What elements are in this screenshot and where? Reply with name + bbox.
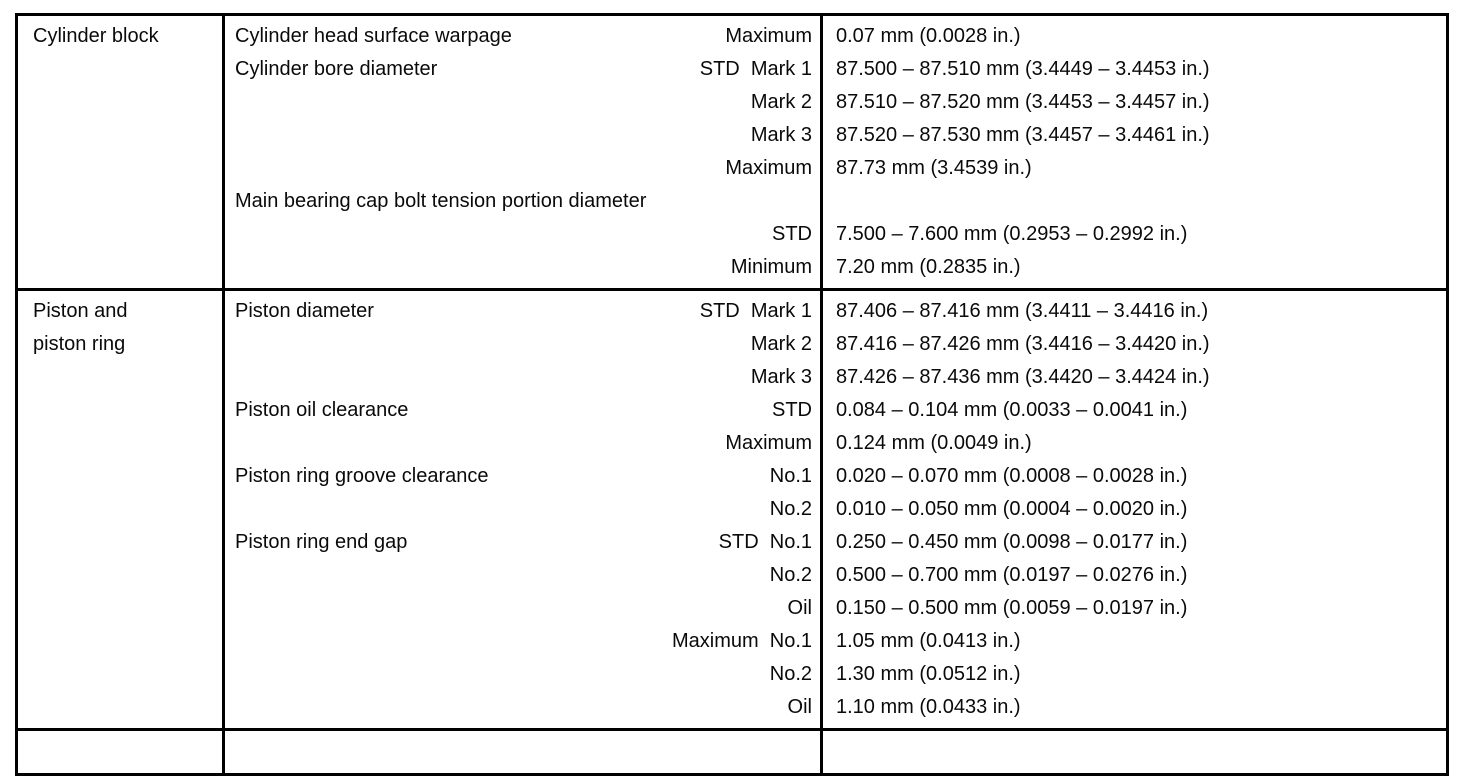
spec-value: 0.084 – 0.104 mm (0.0033 – 0.0041 in.) bbox=[836, 399, 1188, 421]
component-cell: Piston and piston ring bbox=[18, 291, 222, 728]
table-section-cylinder-block: Cylinder block Cylinder head surface war… bbox=[18, 16, 1446, 291]
spec-cell: Cylinder head surface warpage Maximum Cy… bbox=[222, 16, 820, 288]
spec-label: Piston oil clearance bbox=[235, 399, 409, 421]
spec-qualifier: STD bbox=[772, 399, 812, 421]
engine-specifications-table: Cylinder block Cylinder head surface war… bbox=[15, 13, 1449, 776]
component-cell: Cylinder block bbox=[18, 16, 222, 288]
spec-qualifier: No.1 bbox=[769, 465, 812, 487]
spec-qualifier: No.2 bbox=[769, 498, 812, 520]
spec-qualifier: Mark 2 bbox=[750, 91, 812, 113]
spec-value: 87.416 – 87.426 mm (3.4416 – 3.4420 in.) bbox=[836, 333, 1210, 355]
spec-value: 1.10 mm (0.0433 in.) bbox=[836, 696, 1021, 718]
spec-row: Oil bbox=[235, 691, 812, 724]
spec-value: 87.73 mm (3.4539 in.) bbox=[836, 157, 1032, 179]
spec-qualifier: No.2 bbox=[769, 564, 812, 586]
spec-value: 7.500 – 7.600 mm (0.2953 – 0.2992 in.) bbox=[836, 223, 1188, 245]
spec-value: 0.250 – 0.450 mm (0.0098 – 0.0177 in.) bbox=[836, 531, 1188, 553]
spec-label: Piston ring end gap bbox=[235, 531, 408, 553]
value-cell: 0.07 mm (0.0028 in.) 87.500 – 87.510 mm … bbox=[820, 16, 1446, 288]
spec-value: 0.124 mm (0.0049 in.) bbox=[836, 432, 1032, 454]
spec-value bbox=[836, 185, 1438, 218]
spec-qualifier: STD Mark 1 bbox=[699, 300, 812, 322]
spec-value: 87.510 – 87.520 mm (3.4453 – 3.4457 in.) bbox=[836, 91, 1210, 113]
spec-qualifier: Mark 3 bbox=[750, 124, 812, 146]
spec-label: Piston diameter bbox=[235, 300, 374, 322]
spec-value: 87.426 – 87.436 mm (3.4420 – 3.4424 in.) bbox=[836, 366, 1210, 388]
spec-qualifier: STD Mark 1 bbox=[699, 58, 812, 80]
spec-value: 7.20 mm (0.2835 in.) bbox=[836, 256, 1021, 278]
spec-qualifier: Oil bbox=[787, 696, 812, 718]
spec-row: Piston diameter STD Mark 1 bbox=[235, 295, 812, 328]
spec-row: Piston ring groove clearance No.1 bbox=[235, 460, 812, 493]
table-section-cutoff bbox=[18, 731, 1446, 773]
spec-label: Main bearing cap bolt tension portion di… bbox=[235, 190, 647, 212]
spec-row: Oil bbox=[235, 592, 812, 625]
spec-value: 87.520 – 87.530 mm (3.4457 – 3.4461 in.) bbox=[836, 124, 1210, 146]
spec-row: Cylinder head surface warpage Maximum bbox=[235, 20, 812, 53]
spec-row: Maximum No.1 bbox=[235, 625, 812, 658]
spec-row: Maximum bbox=[235, 152, 812, 185]
spec-row: Piston oil clearance STD bbox=[235, 394, 812, 427]
spec-cell bbox=[222, 731, 820, 773]
value-cell: 87.406 – 87.416 mm (3.4411 – 3.4416 in.)… bbox=[820, 291, 1446, 728]
spec-qualifier: STD No.1 bbox=[718, 531, 812, 553]
spec-row: Mark 2 bbox=[235, 86, 812, 119]
spec-qualifier: Minimum bbox=[730, 256, 812, 278]
component-name: Cylinder block bbox=[33, 25, 159, 47]
spec-row: No.2 bbox=[235, 559, 812, 592]
spec-row: Cylinder bore diameter STD Mark 1 bbox=[235, 53, 812, 86]
spec-value: 0.020 – 0.070 mm (0.0008 – 0.0028 in.) bbox=[836, 465, 1188, 487]
spec-value: 1.05 mm (0.0413 in.) bbox=[836, 630, 1021, 652]
spec-cell: Piston diameter STD Mark 1 Mark 2 Mark 3… bbox=[222, 291, 820, 728]
spec-value: 0.07 mm (0.0028 in.) bbox=[836, 25, 1021, 47]
table-section-piston-and-piston-ring: Piston and piston ring Piston diameter S… bbox=[18, 291, 1446, 731]
spec-qualifier: STD bbox=[772, 223, 812, 245]
spec-value: 0.500 – 0.700 mm (0.0197 – 0.0276 in.) bbox=[836, 564, 1188, 586]
component-name: piston ring bbox=[33, 333, 126, 355]
spec-value: 0.150 – 0.500 mm (0.0059 – 0.0197 in.) bbox=[836, 597, 1188, 619]
spec-row: Mark 2 bbox=[235, 328, 812, 361]
spec-label: Piston ring groove clearance bbox=[235, 465, 489, 487]
spec-row: Piston ring end gap STD No.1 bbox=[235, 526, 812, 559]
spec-label: Cylinder head surface warpage bbox=[235, 25, 512, 47]
spec-row: Minimum bbox=[235, 251, 812, 284]
spec-row: Maximum bbox=[235, 427, 812, 460]
spec-value: 87.500 – 87.510 mm (3.4449 – 3.4453 in.) bbox=[836, 58, 1210, 80]
component-cell bbox=[18, 731, 222, 773]
spec-label: Cylinder bore diameter bbox=[235, 58, 438, 80]
spec-row: Mark 3 bbox=[235, 361, 812, 394]
spec-qualifier: No.2 bbox=[769, 663, 812, 685]
spec-qualifier: Maximum No.1 bbox=[671, 630, 812, 652]
spec-qualifier: Maximum bbox=[725, 25, 812, 47]
spec-row: STD bbox=[235, 218, 812, 251]
spec-qualifier: Oil bbox=[787, 597, 812, 619]
spec-row: Mark 3 bbox=[235, 119, 812, 152]
component-name: Piston and bbox=[33, 300, 128, 322]
spec-value: 1.30 mm (0.0512 in.) bbox=[836, 663, 1021, 685]
spec-value: 87.406 – 87.416 mm (3.4411 – 3.4416 in.) bbox=[836, 300, 1209, 322]
value-cell bbox=[820, 731, 1446, 773]
spec-row: No.2 bbox=[235, 658, 812, 691]
spec-qualifier: Maximum bbox=[725, 157, 812, 179]
spec-row: Main bearing cap bolt tension portion di… bbox=[235, 185, 812, 218]
spec-qualifier: Mark 3 bbox=[750, 366, 812, 388]
spec-row: No.2 bbox=[235, 493, 812, 526]
spec-qualifier: Maximum bbox=[725, 432, 812, 454]
spec-qualifier: Mark 2 bbox=[750, 333, 812, 355]
spec-value: 0.010 – 0.050 mm (0.0004 – 0.0020 in.) bbox=[836, 498, 1188, 520]
